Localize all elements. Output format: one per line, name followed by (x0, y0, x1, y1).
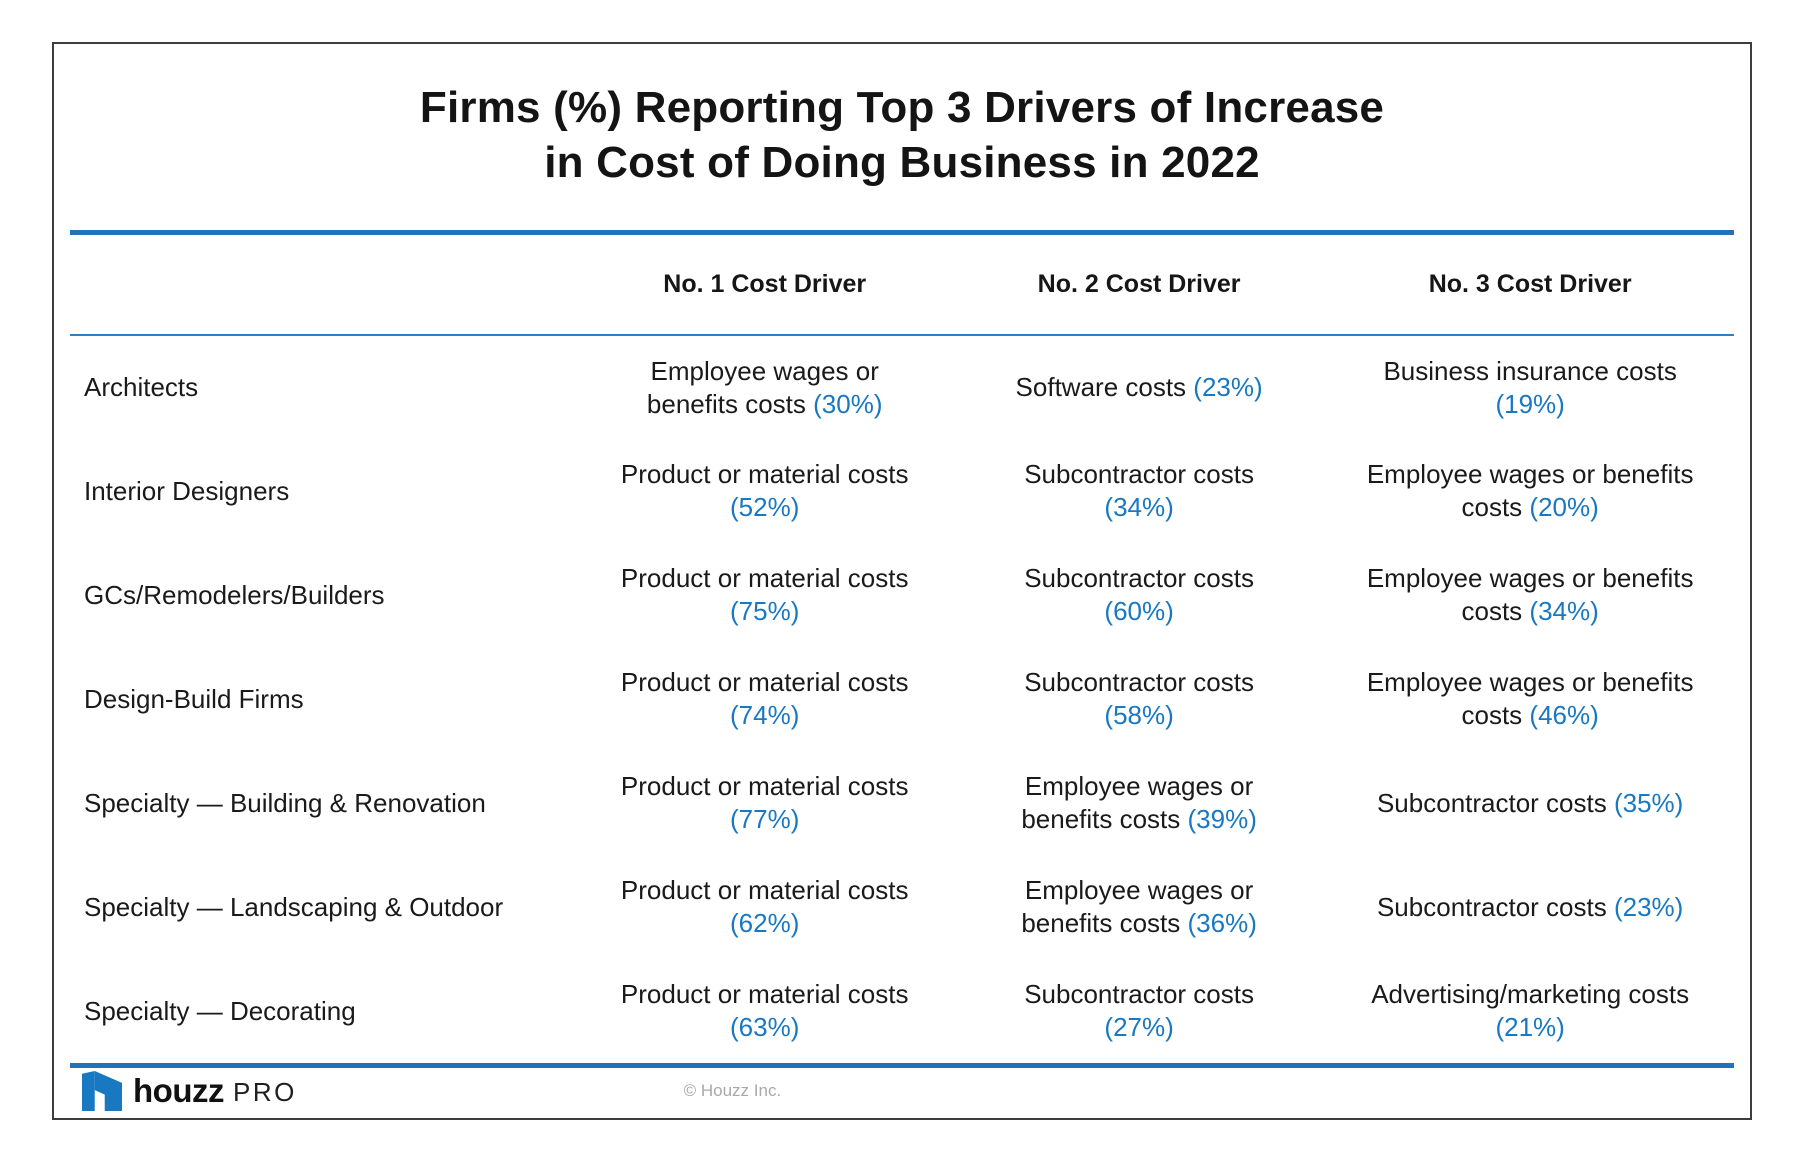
driver-name: Employee wages or benefits costs (1366, 459, 1694, 522)
driver-name: Employee wages or benefits costs (646, 355, 879, 419)
driver-cell: Product or material costs (74%) (578, 647, 952, 751)
driver-cell: Advertising/marketing costs (21%) (1326, 959, 1734, 1063)
driver-cell: Subcontractor costs (34%) (952, 439, 1326, 543)
driver-cell: Product or material costs (75%) (578, 543, 952, 647)
driver-percent: (75%) (730, 596, 800, 626)
table-header: No. 1 Cost Driver No. 2 Cost Driver No. 3 … (70, 235, 1734, 335)
driver-percent: (34%) (1529, 596, 1599, 626)
brand-name: houzz (133, 1072, 224, 1109)
driver-name: Employee wages or benefits costs (1021, 771, 1254, 834)
driver-name: Employee wages or benefits costs (1021, 875, 1254, 938)
driver-name: Product or material costs (620, 875, 909, 905)
driver-percent: (19%) (1495, 388, 1565, 419)
driver-percent: (77%) (730, 804, 800, 834)
houzz-house-icon (82, 1071, 122, 1111)
driver-cell: Subcontractor costs (35%) (1326, 751, 1734, 855)
driver-percent: (35%) (1613, 787, 1684, 818)
driver-name: Subcontractor costs (1024, 979, 1254, 1009)
driver-cell: Product or material costs (52%) (578, 439, 952, 543)
driver-cell: Subcontractor costs (23%) (1326, 855, 1734, 959)
firm-label: Architects (84, 372, 199, 402)
driver-name: Subcontractor costs (1024, 667, 1254, 697)
table-row: Design-Build Firms Product or material co… (70, 647, 1734, 751)
driver-percent: (39%) (1187, 804, 1257, 834)
driver-name: Subcontractor costs (1024, 459, 1254, 489)
driver-percent: (36%) (1187, 908, 1257, 938)
driver-cell: Product or material costs (77%) (578, 751, 952, 855)
table-bottom-divider (70, 1063, 1734, 1068)
driver-percent: (58%) (1104, 700, 1174, 730)
brand-suffix: PRO (232, 1077, 297, 1107)
driver-percent: (23%) (1193, 372, 1263, 402)
table-row: GCs/Remodelers/Builders Product or materi… (70, 543, 1734, 647)
driver-name: Product or material costs (620, 771, 909, 801)
column-header: No. 2 Cost Driver (1037, 270, 1241, 298)
title-divider (70, 230, 1734, 235)
driver-cell: Employee wages or benefits costs (30%) (578, 335, 952, 439)
driver-name: Product or material costs (620, 667, 909, 697)
driver-name: Employee wages or benefits costs (1366, 563, 1694, 626)
table-body: Architects Employee wages or benefits cos… (70, 335, 1734, 1063)
driver-name: Subcontractor costs (1024, 563, 1254, 593)
driver-cell: Business insurance costs (19%) (1326, 335, 1734, 439)
driver-cell: Subcontractor costs (60%) (952, 543, 1326, 647)
driver-percent: (20%) (1529, 492, 1599, 522)
driver-name: Product or material costs (620, 979, 909, 1009)
driver-percent: (23%) (1613, 891, 1684, 922)
driver-name: Employee wages or benefits costs (1366, 667, 1694, 730)
header-row: No. 1 Cost Driver No. 2 Cost Driver No. 3 … (70, 235, 1734, 335)
column-header: No. 3 Cost Driver (1428, 270, 1632, 298)
driver-percent: (62%) (730, 908, 800, 938)
driver-cell: Employee wages or benefits costs (39%) (952, 751, 1326, 855)
copyright-text: © Houzz Inc. (683, 1081, 782, 1100)
table-zone: No. 1 Cost Driver No. 2 Cost Driver No. 3 … (70, 235, 1734, 1063)
table-row: Specialty — Building & Renovation Product… (70, 751, 1734, 855)
driver-name: Advertising/marketing costs (1371, 979, 1690, 1009)
driver-name: Business insurance costs (1383, 355, 1677, 386)
corner-cell (70, 235, 578, 335)
houzz-pro-logo: houzz PRO (82, 1071, 297, 1111)
table-row: Specialty — Landscaping & Outdoor Product… (70, 855, 1734, 959)
driver-name: Product or material costs (620, 459, 909, 489)
driver-cell: Employee wages or benefits costs (46%) (1326, 647, 1734, 751)
driver-name: Software costs (1015, 372, 1194, 402)
driver-percent: (60%) (1104, 596, 1174, 626)
driver-cell: Product or material costs (62%) (578, 855, 952, 959)
title-line-2: in Cost of Doing Business in 2022 (544, 138, 1260, 187)
footer: houzz PRO © Houzz Inc. (54, 1064, 1750, 1118)
driver-percent: (63%) (730, 1012, 800, 1042)
driver-percent: (46%) (1529, 700, 1599, 730)
driver-name: Subcontractor costs (1376, 787, 1614, 818)
table-row: Architects Employee wages or benefits cos… (70, 335, 1734, 439)
infographic-card: Firms (%) Reporting Top 3 Drivers of Inc… (52, 42, 1752, 1120)
driver-cell: Subcontractor costs (27%) (952, 959, 1326, 1063)
table-row: Interior Designers Product or material co… (70, 439, 1734, 543)
firm-label: Specialty — Building & Renovation (84, 787, 486, 818)
table-row: Specialty — Decorating Product or materia… (70, 959, 1734, 1063)
firm-label: Specialty — Decorating (84, 995, 356, 1026)
page-title: Firms (%) Reporting Top 3 Drivers of Inc… (54, 44, 1750, 190)
driver-cell: Employee wages or benefits costs (20%) (1326, 439, 1734, 543)
driver-cell: Product or material costs (63%) (578, 959, 952, 1063)
driver-percent: (74%) (730, 700, 800, 730)
firm-label: Specialty — Landscaping & Outdoor (84, 891, 504, 922)
driver-cell: Software costs (23%) (952, 335, 1326, 439)
driver-cell: Subcontractor costs (58%) (952, 647, 1326, 751)
driver-percent: (30%) (813, 388, 883, 419)
driver-percent: (34%) (1104, 492, 1174, 522)
driver-percent: (27%) (1104, 1012, 1174, 1042)
driver-percent: (21%) (1495, 1012, 1565, 1042)
driver-percent: (52%) (730, 492, 800, 522)
driver-cell: Employee wages or benefits costs (34%) (1326, 543, 1734, 647)
driver-cell: Employee wages or benefits costs (36%) (952, 855, 1326, 959)
firm-label: Interior Designers (84, 475, 290, 506)
title-line-1: Firms (%) Reporting Top 3 Drivers of Inc… (419, 83, 1385, 132)
cost-drivers-table: No. 1 Cost Driver No. 2 Cost Driver No. 3 … (70, 235, 1734, 1063)
driver-name: Product or material costs (620, 563, 909, 593)
firm-label: Design-Build Firms (84, 683, 304, 714)
column-header: No. 1 Cost Driver (663, 270, 867, 298)
driver-name: Subcontractor costs (1376, 891, 1614, 922)
firm-label: GCs/Remodelers/Builders (84, 579, 385, 610)
